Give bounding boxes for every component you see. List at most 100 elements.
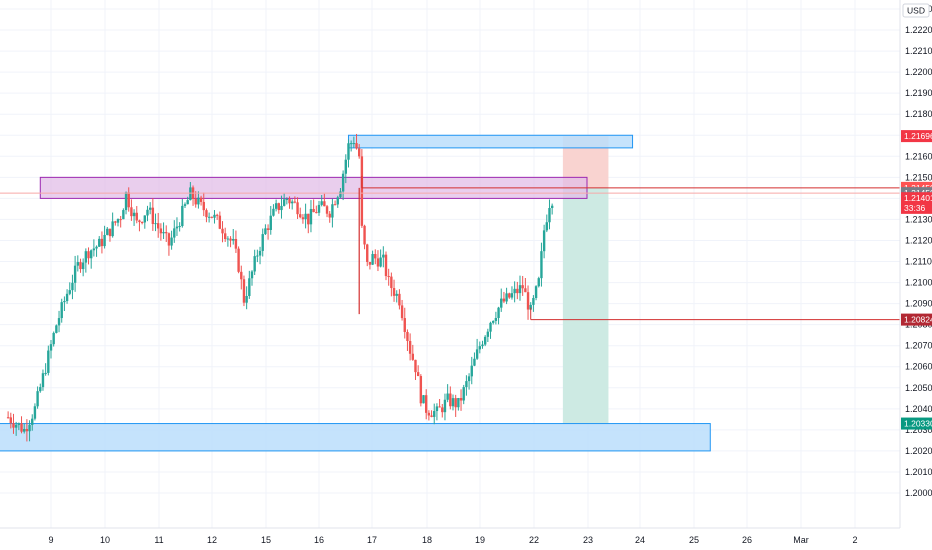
candle-body [245, 296, 248, 303]
candle-body [218, 215, 222, 229]
y-tick-label: 1.21300 [905, 214, 932, 224]
candle-body [71, 282, 74, 291]
candle-body [197, 197, 200, 205]
candle-body [537, 278, 540, 287]
candle-body [483, 336, 487, 345]
candle-body [272, 208, 275, 216]
candle-body [127, 192, 130, 208]
candle-body [84, 251, 88, 263]
candle-body [344, 159, 347, 174]
candle-body [301, 217, 305, 220]
time-axis-bg [0, 528, 900, 550]
candle-body [331, 204, 334, 218]
candle-body [400, 305, 404, 319]
candle-body [250, 271, 254, 279]
candle-body [135, 212, 138, 221]
candle-body [465, 381, 468, 388]
candle-body [299, 214, 302, 218]
candle-body [470, 365, 473, 377]
candle-body [237, 248, 240, 272]
candle-body [304, 213, 307, 220]
candle-body [550, 205, 554, 208]
candle-body [143, 215, 146, 223]
candle-body [443, 399, 447, 413]
upper-supply-zone[interactable] [347, 134, 634, 149]
x-tick-label: 22 [529, 535, 539, 545]
candle-body [336, 197, 339, 205]
candle-body [406, 331, 409, 341]
y-tick-label: 1.21500 [905, 172, 932, 182]
candle-body [451, 398, 455, 407]
candle-body [529, 304, 532, 310]
candle-body [505, 293, 508, 302]
candle-body [210, 216, 213, 218]
candle-body [41, 373, 45, 388]
currency-text: USD [907, 6, 925, 16]
currency-label[interactable]: USD [902, 3, 930, 18]
support-zone[interactable] [0, 423, 711, 452]
candle-body [355, 143, 358, 149]
y-tick-label: 1.21600 [905, 151, 932, 161]
candle-body [360, 156, 364, 226]
candle-body [266, 228, 270, 230]
candle-body [320, 201, 323, 205]
x-tick-label: Mar [793, 535, 809, 545]
candle-body [296, 202, 299, 215]
candle-body [175, 226, 179, 229]
x-tick-label: 24 [635, 535, 645, 545]
candle-body [454, 398, 457, 408]
y-tick-label: 1.20700 [905, 341, 932, 351]
candle-body [178, 226, 181, 228]
candle-body [524, 288, 527, 293]
candle-body [277, 203, 280, 211]
candle-body [403, 318, 406, 332]
candle-body [459, 397, 463, 401]
candle-body [312, 208, 315, 213]
candle-body [92, 248, 96, 251]
candle-body [111, 221, 114, 237]
candle-body [234, 238, 238, 249]
candle-body [157, 223, 160, 229]
candle-body [291, 201, 294, 204]
candle-body [138, 220, 141, 223]
candle-body [540, 251, 543, 279]
candle-body [73, 265, 77, 283]
candle-body [333, 204, 337, 206]
candle-body [382, 254, 385, 258]
candle-body [457, 397, 460, 408]
candle-body [167, 233, 171, 246]
price-tags: 1.216961.214501.214501.2140133:361.20824… [901, 130, 932, 430]
candle-body [534, 286, 538, 298]
y-tick-label: 1.21900 [905, 88, 932, 98]
y-tick-label: 1.21800 [905, 109, 932, 119]
candle-body [352, 143, 356, 145]
candle-body [173, 228, 176, 238]
last-price-tag: 1.21401 [901, 192, 932, 205]
candle-body [374, 254, 377, 259]
candle-body [76, 262, 79, 266]
candle-body [363, 225, 366, 245]
candle-body [194, 198, 197, 205]
candle-body [154, 223, 157, 225]
candle-body [12, 423, 15, 428]
time-axis[interactable]: 9 10 11 12 15 16 17 18 19 22 23 24 25 26 Mar 2 [48, 535, 857, 545]
candle-body [328, 213, 331, 218]
candle-body [215, 214, 219, 216]
candle-body [502, 298, 506, 302]
candle-body [119, 219, 122, 221]
candle-body [207, 216, 211, 218]
candle-body [339, 191, 342, 198]
candle-body [309, 208, 313, 225]
level-lines [0, 175, 900, 321]
take-profit-area[interactable] [562, 187, 609, 424]
candle-body [366, 244, 369, 262]
price-axis-bg [900, 0, 932, 550]
x-tick-label: 23 [583, 535, 593, 545]
candle-body [441, 407, 444, 413]
candle-body [521, 285, 524, 289]
target-tag-label: 1.20330 [904, 419, 932, 429]
candle-body [475, 349, 479, 359]
y-tick-label: 1.20100 [905, 467, 932, 477]
target-tag: 1.20330 [901, 417, 932, 430]
